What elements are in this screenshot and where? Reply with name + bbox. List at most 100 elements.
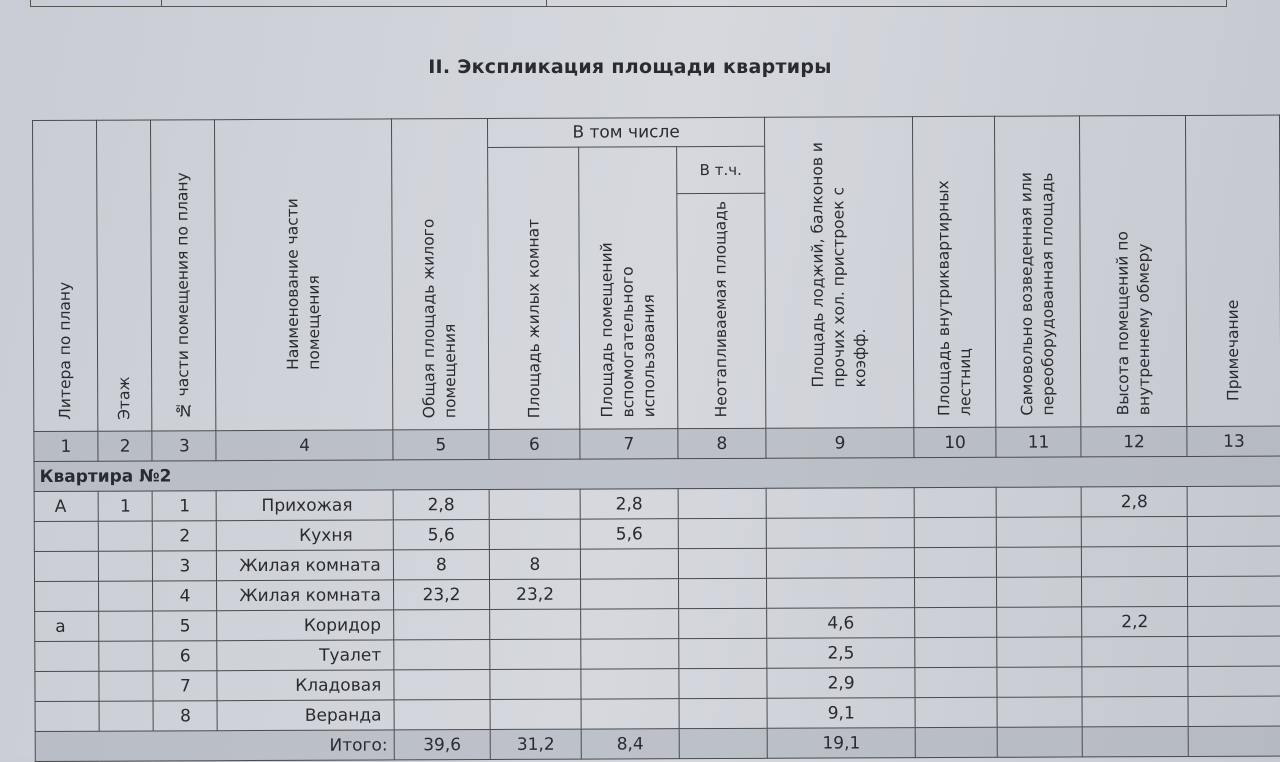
cell-c6 — [489, 519, 581, 550]
cell-c11 — [996, 576, 1082, 608]
header-c6: Площадь жилых комнат — [487, 147, 580, 430]
column-number: 8 — [677, 428, 767, 459]
header-c9: Площадь лоджий, балконов и прочих хол. п… — [764, 116, 914, 429]
header-c13: Примечание — [1185, 115, 1280, 427]
cell-c3: 1 — [152, 490, 217, 521]
column-number: 6 — [488, 429, 581, 460]
header-c4: Наименование части помещения — [214, 118, 393, 431]
total-c8 — [679, 728, 768, 759]
cell-c1: а — [34, 611, 99, 642]
cell-c11 — [996, 486, 1082, 518]
cell-c12: 2,2 — [1081, 606, 1188, 637]
cell-c5 — [393, 609, 490, 640]
cell-c5: 2,8 — [392, 489, 490, 520]
cell-c13 — [1187, 486, 1280, 517]
cell-c3: 2 — [152, 520, 217, 551]
column-number: 9 — [765, 427, 915, 459]
cell-c9: 9,1 — [767, 697, 916, 729]
cell-c11 — [996, 516, 1082, 548]
cell-c10 — [914, 637, 997, 668]
cell-c10 — [914, 517, 997, 548]
total-c9: 19,1 — [767, 727, 916, 759]
header-c1: Литера по плану — [32, 120, 98, 432]
column-number: 7 — [579, 428, 678, 460]
cell-c10 — [914, 547, 997, 578]
total-row: Итого: 39,6 31,2 8,4 19,1 — [35, 726, 1280, 762]
cell-c13 — [1187, 666, 1280, 697]
cell-c2: 1 — [98, 490, 153, 522]
cell-c10 — [914, 607, 997, 638]
cell-c3: 5 — [153, 610, 218, 641]
cell-c4: Кладовая — [217, 669, 394, 701]
cell-c9: 4,6 — [766, 607, 915, 639]
cell-c5 — [393, 669, 491, 700]
cell-c2 — [98, 670, 154, 702]
header-subgroup: В т.ч. — [676, 146, 765, 194]
column-number: 5 — [392, 429, 489, 460]
column-number: 4 — [216, 429, 393, 461]
cell-c6 — [489, 639, 581, 670]
explication-table: Литера по плану Этаж № части помещения п… — [32, 115, 1280, 762]
cell-c10 — [914, 577, 997, 608]
cell-c8 — [678, 698, 768, 729]
cell-c13 — [1187, 576, 1280, 607]
column-number: 1 — [33, 431, 98, 462]
cell-c2 — [99, 700, 154, 732]
header-c7: Площадь помещений вспомогательного испол… — [578, 146, 678, 430]
cell-c2 — [98, 640, 154, 672]
cell-c6: 23,2 — [489, 579, 581, 610]
cell-c2 — [98, 580, 154, 612]
cell-c13 — [1187, 636, 1280, 667]
cell-c7 — [580, 548, 679, 580]
cell-c7 — [580, 608, 679, 640]
cell-c9 — [766, 517, 915, 549]
cell-c11 — [996, 546, 1082, 578]
cell-c6 — [489, 669, 582, 700]
cell-c13 — [1187, 516, 1280, 547]
header-c8: Неотапливаемая площадь — [676, 193, 766, 429]
header-c10: Площадь внутриквартирных лестниц — [912, 116, 996, 428]
cell-c11 — [996, 606, 1082, 638]
cell-c2 — [98, 610, 154, 642]
cell-c12 — [1081, 636, 1188, 667]
cell-c9 — [766, 487, 915, 519]
cell-c4: Кухня — [216, 519, 394, 551]
cell-c4: Прихожая — [216, 489, 394, 521]
cell-c1 — [34, 581, 99, 612]
header-c11: Самовольно возведенная или переоборудова… — [994, 115, 1081, 428]
cell-c11 — [996, 666, 1083, 698]
cell-c6 — [489, 609, 581, 640]
column-number: 13 — [1186, 426, 1280, 457]
header-group: В том числе — [487, 117, 765, 148]
cell-c5: 23,2 — [393, 579, 490, 610]
cell-c8 — [678, 608, 767, 639]
cell-c8 — [678, 578, 767, 609]
cell-c5 — [393, 699, 491, 730]
cell-c8 — [678, 638, 768, 669]
cell-c1 — [34, 641, 99, 672]
cell-c9 — [766, 547, 915, 579]
cell-c2 — [98, 550, 153, 582]
cell-c12 — [1082, 696, 1189, 727]
cell-c3: 8 — [153, 700, 218, 731]
cell-c7 — [581, 698, 680, 730]
column-number: 10 — [913, 427, 997, 458]
cell-c8 — [678, 668, 768, 699]
total-c7: 8,4 — [581, 728, 680, 760]
cell-c8 — [678, 548, 767, 579]
column-number: 12 — [1080, 426, 1188, 457]
cell-c12 — [1081, 666, 1189, 697]
column-number: 11 — [995, 426, 1082, 458]
cell-c1 — [34, 521, 99, 552]
cell-c4: Коридор — [217, 609, 394, 641]
cell-c4: Веранда — [217, 699, 395, 731]
cell-c6 — [490, 699, 582, 730]
cell-c2 — [98, 520, 153, 552]
total-c6: 31,2 — [490, 729, 582, 760]
cell-c4: Жилая комната — [216, 579, 394, 611]
cell-c8 — [678, 518, 767, 549]
total-c10 — [915, 727, 998, 758]
header-c3: № части помещения по плану — [150, 119, 217, 431]
total-c11 — [997, 726, 1083, 758]
cell-c12 — [1081, 546, 1188, 577]
